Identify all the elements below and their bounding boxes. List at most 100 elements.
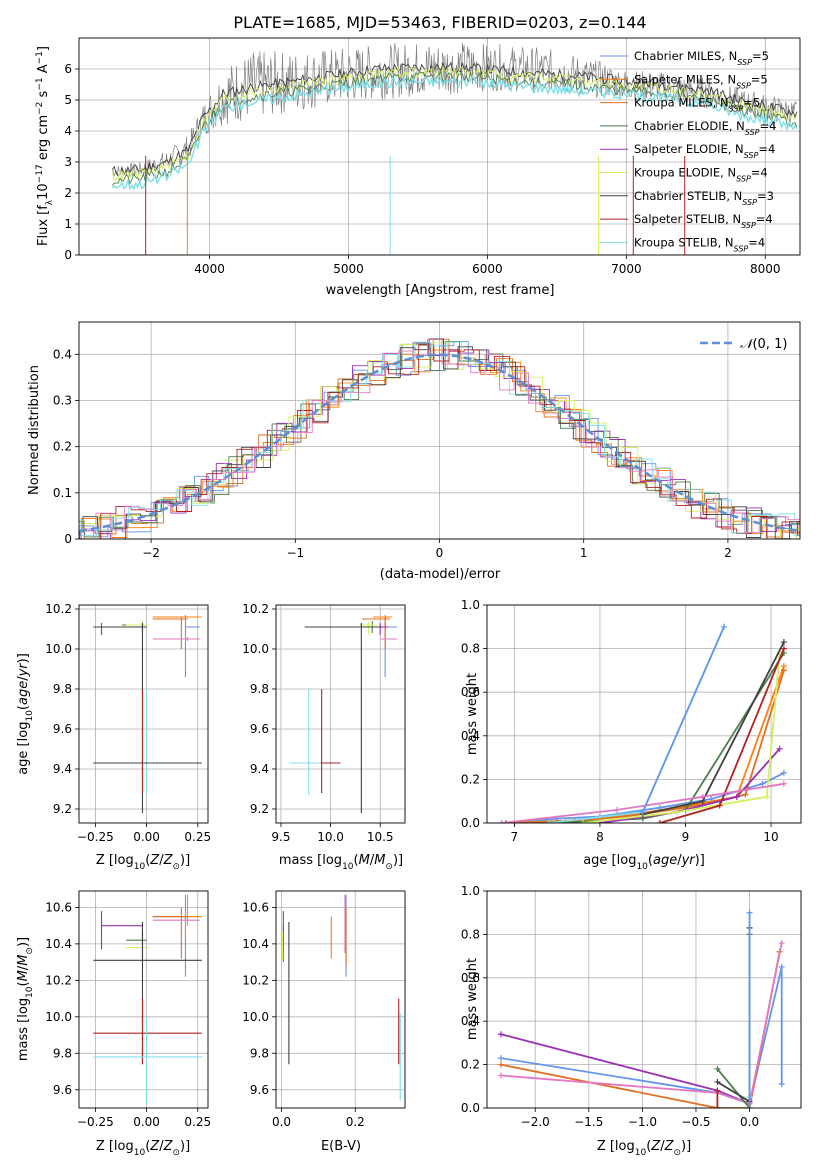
mass_weight_vs_Z-xtick-label: −1.0 bbox=[628, 1115, 657, 1129]
age-z-ylabel-part: )] bbox=[16, 653, 31, 663]
legend-entry-salpeter_stelib-part: =4 bbox=[756, 212, 773, 226]
legend-entry-chabrier_stelib-part: =3 bbox=[757, 189, 774, 203]
residuals-xtick-label: −2 bbox=[142, 546, 160, 560]
age_vs_mass-ticks: 9.5 10.0 10.5 9.2 9.4 9.6 9.8 10.0 10.2 bbox=[242, 602, 393, 844]
mass_weight_vs_Z-marker bbox=[746, 909, 753, 916]
mass-z-ylabel-part: mass [log bbox=[16, 998, 31, 1061]
legend-entry-chabrier_elodie-part: SSP bbox=[745, 127, 760, 136]
legend-entry-salpeter_miles: Salpeter MILES, NSSP=5 bbox=[634, 72, 768, 90]
mass_vs_ebv-xtick-label: 0.2 bbox=[346, 1115, 365, 1129]
mw-age-xlabel: age [log10(age/yr)] bbox=[583, 853, 705, 872]
legend-entry-chabrier_miles-part: SSP bbox=[737, 58, 752, 67]
legend-entry-kroupa_stelib: Kroupa STELIB, NSSP=4 bbox=[634, 235, 765, 253]
panels-layer: 4000 5000 6000 7000 8000 0 1 2 3 4 5 6 wavelength [A… bbox=[16, 37, 802, 1158]
age-z-xlabel: Z [log10(Z/Z⊙)] bbox=[96, 853, 190, 872]
mass_weight_vs_age-xtick-label: 8 bbox=[596, 830, 604, 844]
mass_vs_Z-ytick-label: 10.4 bbox=[45, 937, 72, 951]
spectrum-ytick-label: 3 bbox=[64, 155, 72, 169]
mw-age-xlabel-part: / bbox=[677, 853, 682, 868]
mass-z-xlabel-part: ( bbox=[145, 1139, 150, 1154]
age_vs_Z-xtick-label: −0.25 bbox=[77, 830, 114, 844]
legend-entry-kroupa_elodie-part: =4 bbox=[751, 166, 768, 180]
mass_vs_Z-point-2 bbox=[152, 907, 188, 959]
normal-curve bbox=[79, 353, 800, 533]
spectrum-ytick-label: 4 bbox=[64, 124, 72, 138]
legend-entry-kroupa_elodie: Kroupa ELODIE, NSSP=4 bbox=[634, 166, 768, 184]
legend-entry-salpeter_elodie-part: SSP bbox=[744, 151, 759, 160]
residuals-ytick-label: 0.1 bbox=[53, 486, 72, 500]
mw-z-xlabel-part: / bbox=[660, 1139, 665, 1154]
residuals-ytick-label: 0 bbox=[64, 532, 72, 546]
mass_weight_vs_age-marker bbox=[545, 820, 552, 823]
mass_vs_Z-marks bbox=[93, 894, 202, 1105]
spectrum-ytick-label: 1 bbox=[64, 217, 72, 231]
mw-z-ylabel: mass weight bbox=[465, 958, 480, 1040]
legend-entry-kroupa_miles-part: Kroupa MILES, N bbox=[634, 96, 729, 110]
mass-z-ylabel-part: M bbox=[16, 970, 31, 981]
age_vs_Z-ytick-label: 9.6 bbox=[53, 722, 72, 736]
age_vs_Z-ytick-label: 9.2 bbox=[53, 802, 72, 816]
mass_vs_ebv-grid bbox=[276, 891, 405, 1108]
age_vs_Z-point-9 bbox=[152, 637, 200, 641]
legend-entry-kroupa_stelib-part: =4 bbox=[748, 235, 765, 249]
mass-z-xlabel-part: Z [log bbox=[96, 1139, 134, 1154]
mass-z-xlabel-part: )] bbox=[180, 1139, 190, 1154]
age_vs_mass-point-5 bbox=[361, 621, 378, 635]
mass_weight_vs_age-ticks: 7 8 9 10 0.0 0.2 0.4 0.6 0.8 1.0 bbox=[461, 598, 779, 844]
mass-z-xlabel-part: / bbox=[159, 1139, 164, 1154]
age-z-xlabel-part: ⊙ bbox=[172, 862, 180, 872]
age-z-xlabel-part: Z bbox=[149, 853, 160, 868]
mass_weight_vs_age-marker bbox=[579, 820, 586, 823]
age-mass-xlabel-part: / bbox=[370, 853, 375, 868]
panel-residuals: −2 −1 0 1 2 0 0.1 0.2 0.3 0.4 (data-model)/error No… bbox=[27, 321, 801, 582]
mass-z-ylabel-part: )] bbox=[16, 937, 31, 947]
mass_weight_vs_age-marker bbox=[614, 806, 621, 813]
mass_weight_vs_age-xtick-label: 9 bbox=[682, 830, 690, 844]
mass_weight_vs_age-series-9 bbox=[501, 782, 785, 823]
legend-entry-chabrier_elodie-part: Chabrier ELODIE, N bbox=[634, 119, 745, 133]
mass_weight_vs_age-xtick-label: 10 bbox=[763, 830, 778, 844]
mass_weight_vs_age-marker bbox=[780, 667, 787, 674]
mass-z-ylabel-part: M bbox=[16, 955, 31, 966]
mass_weight_vs_Z-ytick-label: 0.4 bbox=[461, 1014, 480, 1028]
panel-mass_vs_Z: −0.25 0.00 0.25 9.6 9.8 10.0 10.2 10.4 10.6 Z [lo… bbox=[16, 890, 211, 1158]
mass_vs_Z-xtick-label: 0.00 bbox=[133, 1115, 160, 1129]
mass_weight_vs_age-ytick-label: 1.0 bbox=[461, 598, 480, 612]
age-mass-xlabel-part: mass [log bbox=[279, 853, 342, 868]
mw-z-xlabel-part: ⊙ bbox=[673, 1148, 681, 1158]
mass_vs_ebv-ytick-label: 9.6 bbox=[250, 1083, 269, 1097]
mass-z-ylabel-part: ⊙ bbox=[25, 947, 35, 955]
mass_weight_vs_age-marker bbox=[639, 809, 646, 816]
mw-age-xlabel-part: )] bbox=[695, 853, 705, 868]
legend-entry-kroupa_elodie-part: SSP bbox=[736, 174, 751, 183]
age-mass-xlabel-part: M bbox=[374, 853, 385, 868]
legend-entry-kroupa_miles: Kroupa MILES, NSSP=5 bbox=[634, 96, 760, 114]
spectrum-data-line bbox=[112, 43, 797, 178]
mass_weight_vs_Z-marks bbox=[497, 909, 785, 1108]
residuals-frame bbox=[78, 321, 801, 540]
mass_vs_Z-xtick-label: −0.25 bbox=[77, 1115, 114, 1129]
age_vs_mass-ytick-label: 10.2 bbox=[242, 602, 269, 616]
spectrum-frame bbox=[78, 37, 801, 256]
age-z-ylabel-part: age bbox=[16, 681, 31, 705]
mass_weight_vs_Z-xtick-label: −2.0 bbox=[521, 1115, 550, 1129]
age-mass-xlabel-part: ⊙ bbox=[385, 862, 393, 872]
age_vs_Z-ytick-label: 10.2 bbox=[45, 602, 72, 616]
ebv-xlabel: E(B-V) bbox=[321, 1139, 361, 1154]
legend-entry-chabrier_stelib: Chabrier STELIB, NSSP=3 bbox=[634, 189, 774, 207]
mass_weight_vs_age-ytick-label: 0.2 bbox=[461, 772, 480, 786]
age-z-xlabel-part: / bbox=[159, 853, 164, 868]
mass_vs_Z-point-8 bbox=[93, 1016, 202, 1105]
residuals-ticks: −2 −1 0 1 2 0 0.1 0.2 0.3 0.4 bbox=[53, 347, 732, 560]
mass_vs_Z-xtick-label: 0.25 bbox=[184, 1115, 211, 1129]
mass_weight_vs_Z-marker bbox=[497, 1055, 504, 1062]
legend-entry-chabrier_elodie: Chabrier ELODIE, NSSP=4 bbox=[634, 119, 776, 137]
mass_weight_vs_age-marker bbox=[673, 809, 680, 816]
residual-hist-pink bbox=[79, 339, 800, 533]
mass_weight_vs_Z-marker bbox=[714, 1105, 721, 1108]
spectrum-ylabel-part: A bbox=[36, 64, 51, 77]
age_vs_mass-point-9 bbox=[380, 637, 398, 641]
mass_weight_vs_age-marker bbox=[759, 780, 766, 787]
spectrum-ylabel-part: erg cm bbox=[36, 115, 51, 164]
spectrum-marks bbox=[111, 43, 798, 255]
